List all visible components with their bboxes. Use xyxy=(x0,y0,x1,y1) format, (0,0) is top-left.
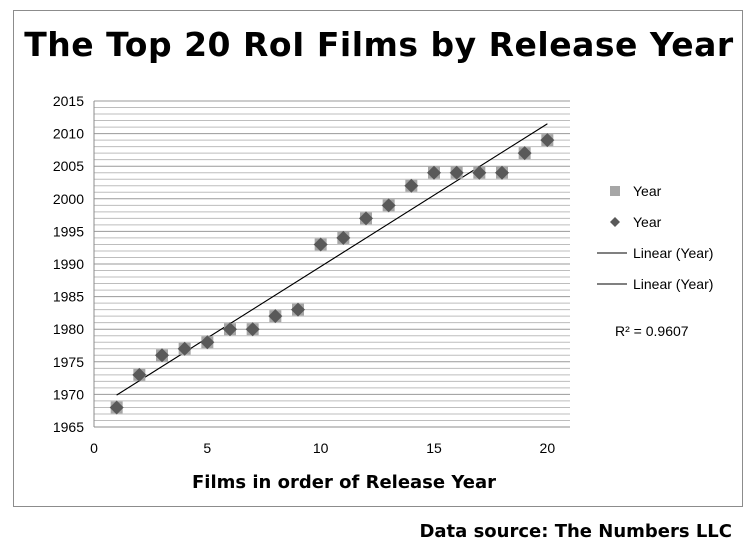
data-point-diamond xyxy=(132,367,147,382)
r-squared-annotation: R² = 0.9607 xyxy=(615,323,689,339)
y-tick-label: 1985 xyxy=(53,289,84,305)
y-tick-label: 1965 xyxy=(53,419,84,435)
y-tick-label: 1975 xyxy=(53,354,84,370)
data-point-diamond xyxy=(381,198,396,213)
data-point-diamond xyxy=(313,237,328,252)
data-point-diamond xyxy=(177,341,192,356)
y-tick-label: 2005 xyxy=(53,158,84,174)
chart-frame: The Top 20 RoI Films by Release Year Fil… xyxy=(13,10,743,507)
legend-marker-square xyxy=(610,186,620,196)
legend-label: Linear (Year) xyxy=(633,245,713,261)
y-tick-label: 2010 xyxy=(53,126,84,142)
data-point-diamond xyxy=(404,178,419,193)
data-point-diamond xyxy=(472,165,487,180)
data-point-diamond xyxy=(517,146,532,161)
y-tick-label: 2000 xyxy=(53,191,84,207)
data-point-diamond xyxy=(268,309,283,324)
data-point-diamond xyxy=(427,165,441,180)
data-point-diamond xyxy=(200,335,215,350)
data-point-diamond xyxy=(359,211,373,226)
chart-title: The Top 20 RoI Films by Release Year xyxy=(24,25,734,64)
legend-marker-diamond xyxy=(610,217,620,227)
x-tick-label: 10 xyxy=(313,440,329,456)
data-point-diamond xyxy=(495,165,509,180)
y-tick-label: 1990 xyxy=(53,256,84,272)
y-tick-label: 2015 xyxy=(53,93,84,109)
data-point-diamond xyxy=(109,400,124,415)
x-axis-label: Films in order of Release Year xyxy=(192,472,496,493)
x-tick-label: 20 xyxy=(540,440,556,456)
x-tick-label: 5 xyxy=(203,440,211,456)
data-point-diamond xyxy=(155,348,169,363)
data-point-diamond xyxy=(449,165,464,180)
data-point-diamond xyxy=(291,302,305,317)
legend-label: Year xyxy=(633,214,662,230)
data-point-diamond xyxy=(336,230,351,245)
y-tick-label: 1980 xyxy=(53,321,84,337)
data-point-diamond xyxy=(223,322,237,337)
source-note: Data source: The Numbers LLC xyxy=(419,521,732,542)
legend-label: Year xyxy=(633,183,662,199)
x-tick-label: 15 xyxy=(426,440,442,456)
y-tick-label: 1970 xyxy=(53,386,84,402)
data-point-diamond xyxy=(540,133,555,148)
legend-label: Linear (Year) xyxy=(633,276,713,292)
data-point-diamond xyxy=(245,322,260,337)
x-tick-label: 0 xyxy=(90,440,98,456)
y-tick-label: 1995 xyxy=(53,223,84,239)
